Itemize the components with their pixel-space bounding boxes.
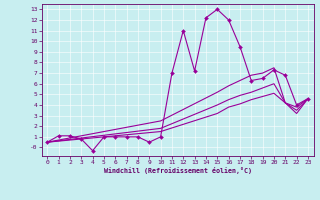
- X-axis label: Windchill (Refroidissement éolien,°C): Windchill (Refroidissement éolien,°C): [104, 167, 252, 174]
